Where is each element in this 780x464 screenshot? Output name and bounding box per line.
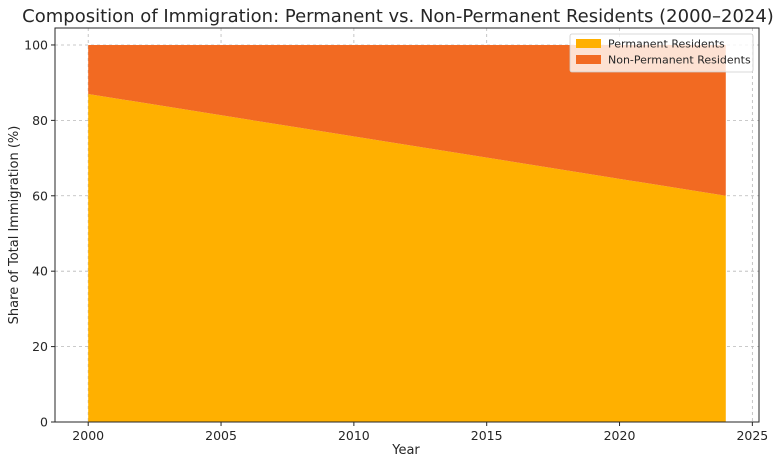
x-axis-label: Year (391, 443, 420, 458)
area-non-permanent-residents (88, 44, 726, 196)
x-tick-label: 2005 (205, 428, 237, 443)
x-tick-label: 2000 (72, 428, 104, 443)
x-tick-label: 2015 (471, 428, 503, 443)
legend: Permanent Residents Non-Permanent Residen… (569, 33, 754, 73)
legend-label: Permanent Residents (608, 38, 725, 51)
y-tick-label: 60 (32, 188, 48, 203)
x-tick-label: 2010 (338, 428, 370, 443)
plot-frame (54, 27, 760, 423)
y-tick-label: 80 (32, 113, 48, 128)
legend-box (569, 33, 754, 73)
legend-swatch (576, 39, 601, 48)
y-tick-label: 20 (32, 339, 48, 354)
legend-label: Non-Permanent Residents (608, 54, 751, 67)
y-tick-label: 0 (40, 415, 48, 430)
area-permanent-residents (88, 93, 726, 422)
y-tick-label: 100 (24, 37, 48, 52)
chart-title: Composition of Immigration: Permanent vs… (22, 6, 774, 27)
x-tick-label: 2020 (604, 428, 636, 443)
y-tick-label: 40 (32, 264, 48, 279)
y-axis-label: Share of Total Immigration (%) (7, 126, 22, 325)
legend-swatch (576, 55, 601, 64)
axes: 2000 2005 2010 2015 2020 2025 0 20 40 60 80 100 (24, 27, 768, 443)
area-series (88, 44, 726, 422)
x-tick-label: 2025 (736, 428, 768, 443)
